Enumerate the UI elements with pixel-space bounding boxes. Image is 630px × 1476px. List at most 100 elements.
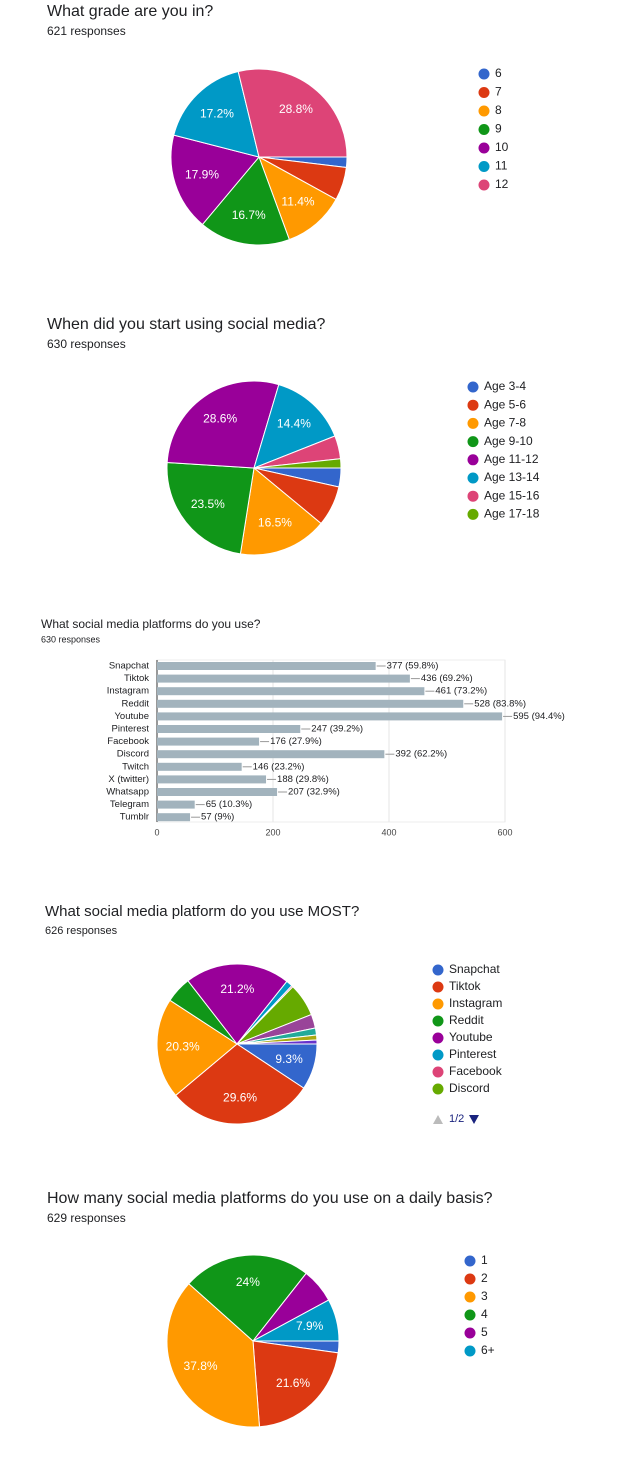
y-tick-label: Whatsapp — [106, 787, 149, 798]
slice-label: 24% — [236, 1275, 260, 1289]
value-label: 57 (9%) — [201, 812, 234, 823]
y-tick-label: Reddit — [122, 698, 150, 709]
legend-label: 9 — [495, 122, 502, 136]
legend-dot — [432, 1015, 444, 1027]
y-tick-label: Telegram — [110, 799, 149, 810]
y-tick-label: Instagram — [107, 686, 149, 697]
legend-dot — [478, 105, 490, 117]
slice-label: 21.6% — [276, 1376, 310, 1390]
y-tick-label: Pinterest — [112, 724, 150, 735]
legend-next[interactable] — [469, 1115, 479, 1124]
pie-slice — [170, 134, 260, 226]
slice-label: 17.2% — [200, 107, 234, 121]
legend-label: Age 3-4 — [484, 379, 526, 393]
legend-label: 6 — [495, 66, 502, 80]
value-label: 436 (69.2%) — [421, 673, 473, 684]
chart-subtitle: 630 responses — [47, 337, 126, 351]
chart-title: How many social media platforms do you u… — [47, 1190, 493, 1207]
legend-label: Age 5-6 — [484, 397, 526, 411]
y-tick-label: Snapchat — [109, 661, 150, 672]
bar — [157, 725, 301, 733]
chart-title: What social media platforms do you use? — [41, 617, 261, 631]
value-label: 528 (83.8%) — [474, 698, 526, 709]
legend-label: Facebook — [449, 1064, 503, 1078]
legend-dot — [467, 399, 479, 411]
legend-dot — [464, 1255, 476, 1267]
bar — [157, 687, 425, 696]
chart-title: What social media platform do you use MO… — [45, 903, 359, 920]
legend-label: Age 9-10 — [484, 434, 533, 448]
y-tick-label: Youtube — [114, 711, 149, 722]
legend-page: 1/2 — [449, 1113, 464, 1125]
legend-dot — [432, 1032, 444, 1044]
slice-label: 17.9% — [185, 167, 219, 181]
slice-label: 16.7% — [232, 208, 266, 222]
legend-label: Instagram — [449, 996, 502, 1010]
slice-label: 28.6% — [203, 412, 237, 426]
legend-dot — [478, 87, 490, 98]
legend-label: Age 11-12 — [484, 452, 539, 466]
chart-subtitle: 621 responses — [47, 24, 126, 38]
legend-label: 2 — [481, 1271, 488, 1285]
pie-slice — [173, 70, 260, 158]
legend-dot — [467, 490, 479, 502]
legend-dot — [478, 161, 490, 172]
pie-slice — [236, 1039, 318, 1045]
pie-slice — [239, 467, 322, 556]
y-tick-label: Tumblr — [120, 812, 149, 823]
bar — [157, 712, 503, 721]
bar — [157, 813, 191, 822]
legend-label: Age 7-8 — [484, 416, 526, 430]
pie-slice — [187, 963, 288, 1045]
y-tick-label: X (twitter) — [108, 774, 149, 785]
pie-slice — [252, 1340, 339, 1428]
pie-slice — [253, 383, 336, 469]
legend-label: 8 — [495, 103, 502, 117]
pie-slice — [253, 458, 342, 469]
bar — [157, 674, 410, 683]
slice-label: 23.5% — [191, 497, 225, 511]
pie-slice — [166, 380, 280, 469]
legend-dot — [467, 381, 479, 393]
slice-label: 21.2% — [220, 982, 254, 996]
pie-slice — [188, 1254, 307, 1342]
legend-label: Discord — [449, 1081, 490, 1095]
slice-label: 29.6% — [223, 1090, 257, 1104]
chart-title: When did you start using social media? — [47, 316, 325, 333]
bar — [157, 775, 267, 784]
legend-label: Age 13-14 — [484, 470, 540, 484]
legend-dot — [464, 1273, 476, 1285]
legend-label: 10 — [495, 140, 509, 154]
bar — [157, 662, 376, 670]
pie-slice — [237, 68, 348, 158]
slice-label: 11.4% — [281, 195, 314, 209]
value-label: 207 (32.9%) — [288, 787, 340, 798]
legend-label: 12 — [495, 177, 509, 191]
legend-label: Pinterest — [449, 1047, 497, 1061]
legend-label: 5 — [481, 1325, 488, 1339]
value-label: 377 (59.8%) — [387, 661, 439, 672]
legend-label: Snapchat — [449, 962, 500, 976]
pie-slice — [258, 155, 337, 241]
legend-dot — [467, 508, 479, 520]
slice-label: 20.3% — [166, 1039, 200, 1053]
pie-slice — [174, 1043, 305, 1125]
y-tick-label: Facebook — [107, 736, 149, 747]
pie-slice — [201, 156, 290, 246]
bar — [157, 800, 195, 809]
legend-dot — [464, 1345, 476, 1357]
legend-dot — [464, 1327, 476, 1339]
legend-label: 6+ — [481, 1343, 495, 1357]
legend-dot — [464, 1309, 476, 1321]
value-label: 188 (29.8%) — [277, 774, 329, 785]
pie-slice — [166, 462, 255, 555]
legend-label: Tiktok — [449, 979, 482, 993]
legend-label: 1 — [481, 1253, 488, 1267]
x-tick-label: 0 — [154, 827, 159, 837]
legend-label: Reddit — [449, 1013, 484, 1027]
legend-dot — [432, 964, 444, 976]
legend-label: Age 17-18 — [484, 507, 540, 521]
legend-prev[interactable] — [433, 1115, 443, 1124]
legend-dot — [467, 454, 479, 466]
